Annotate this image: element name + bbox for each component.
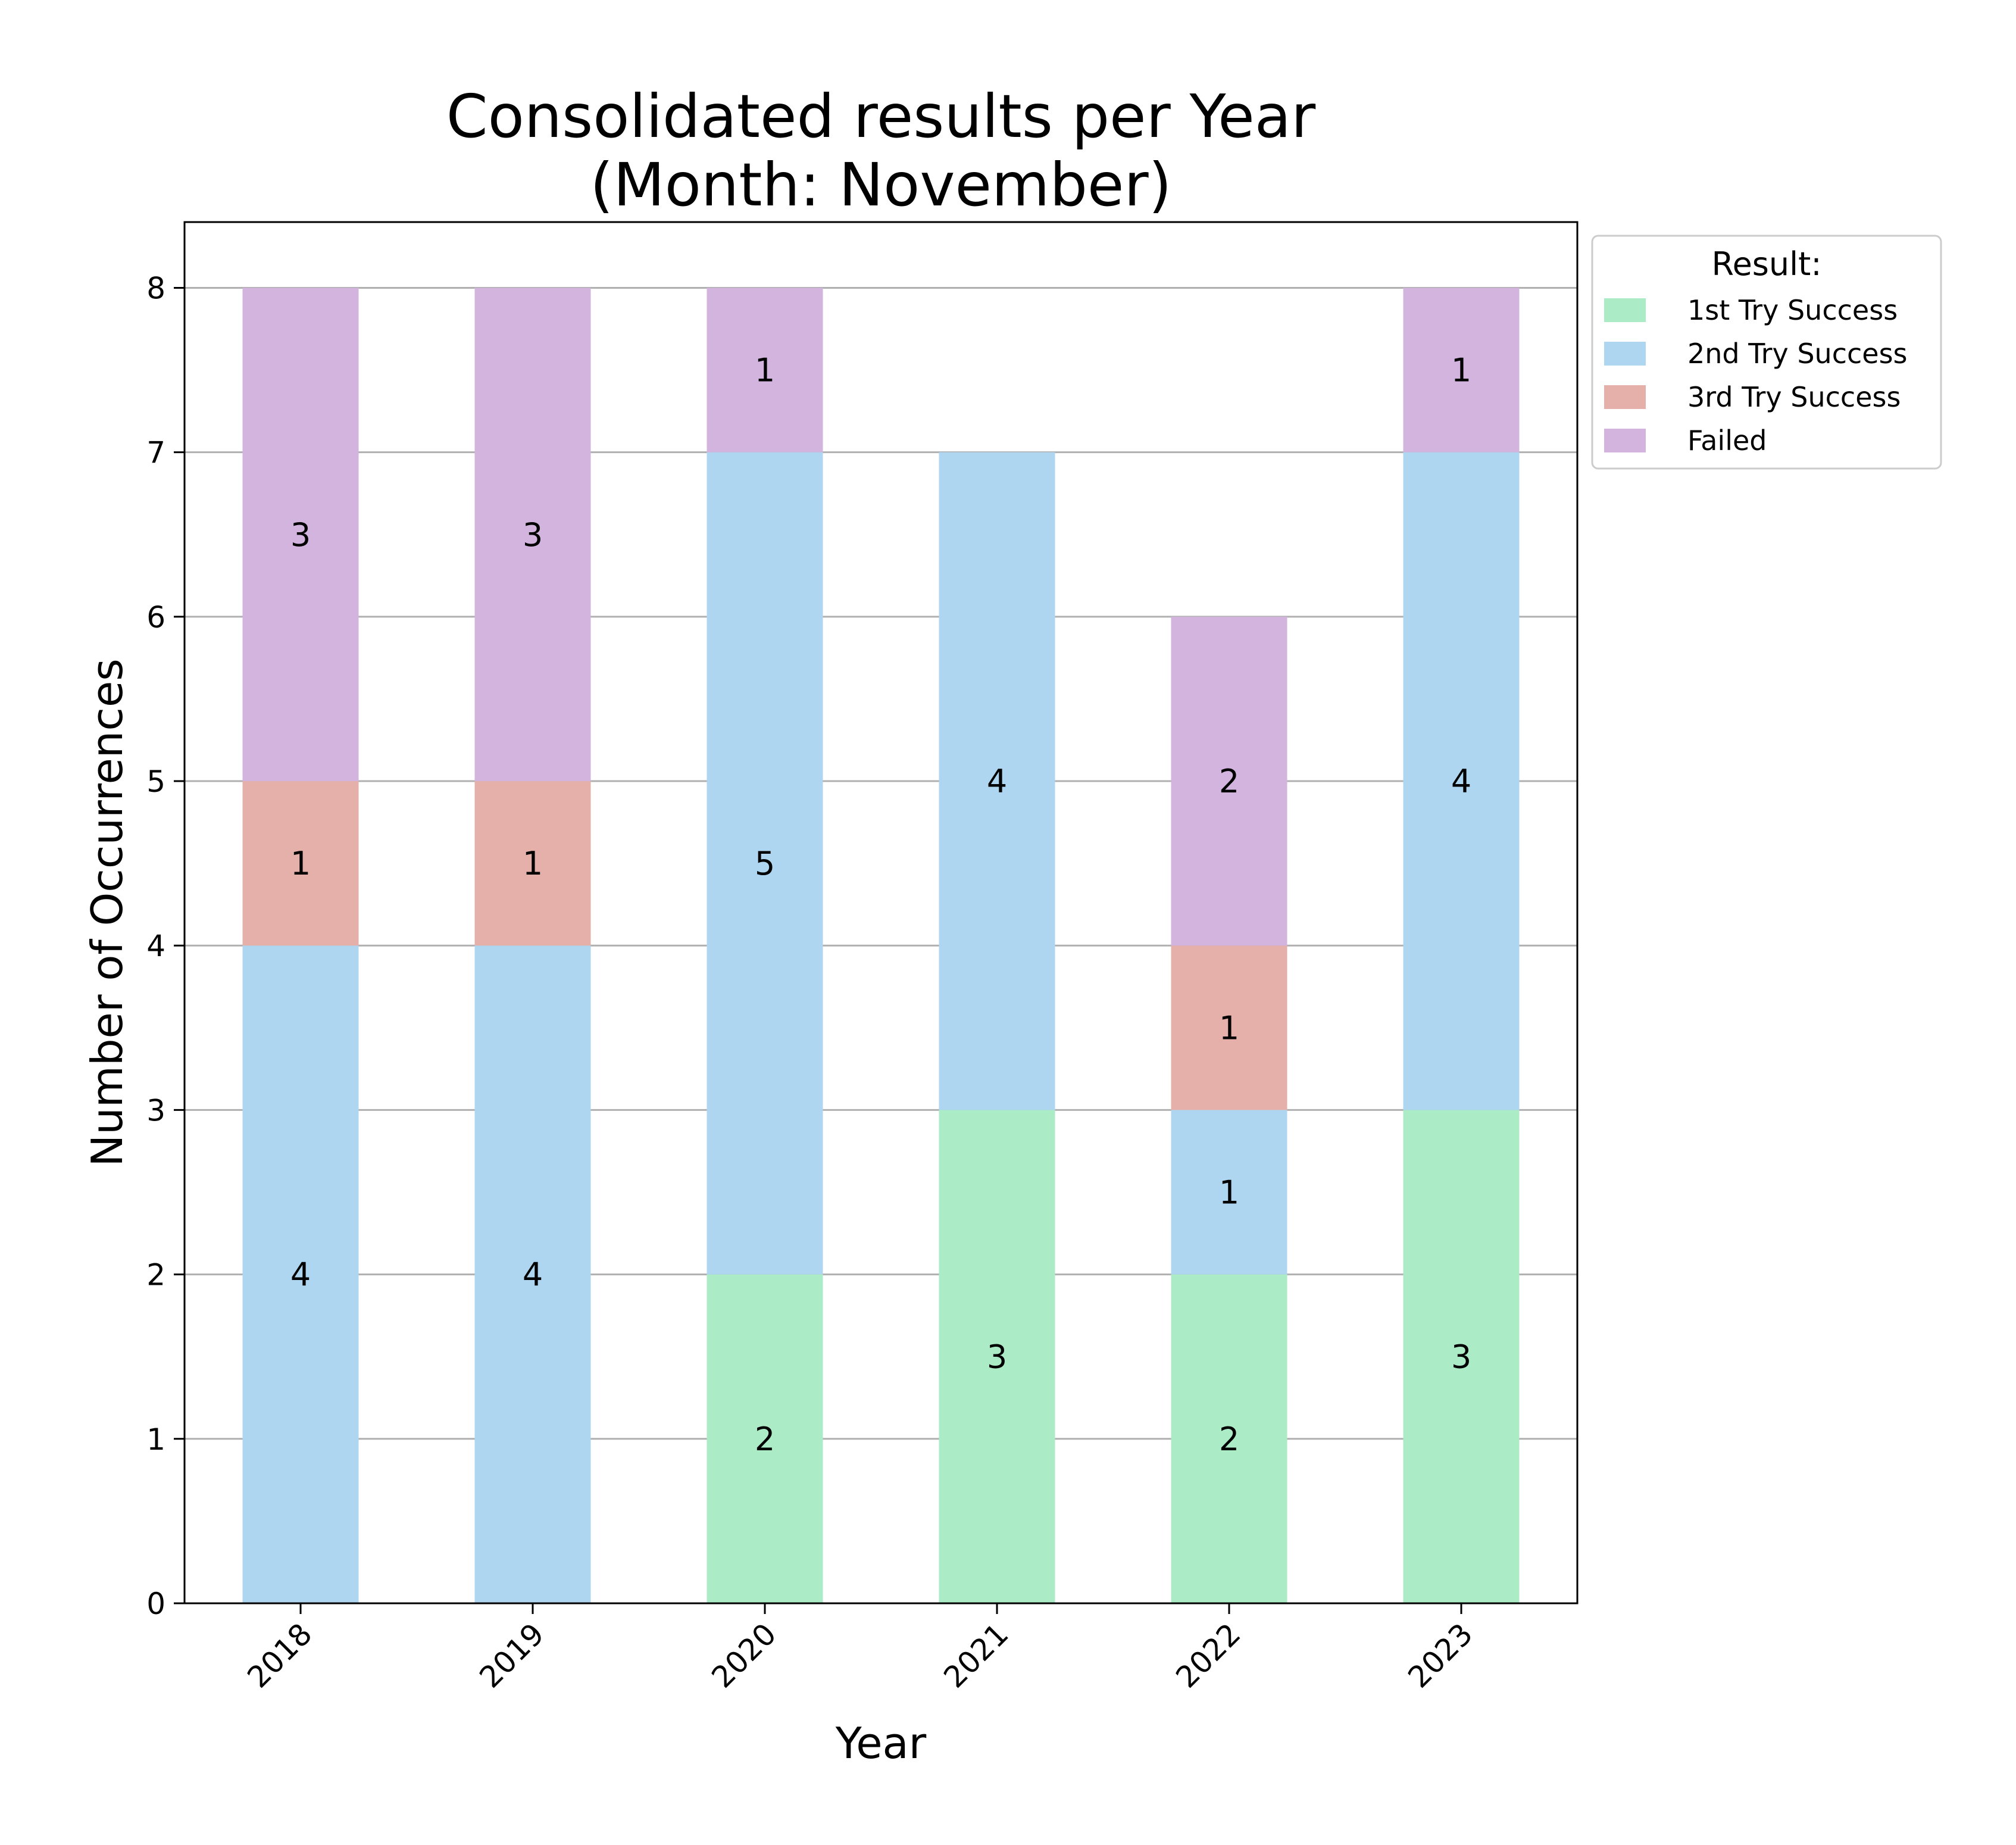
bar-value-label: 4: [987, 763, 1007, 800]
y-tick-label: 1: [146, 1422, 165, 1457]
y-tick-label: 2: [146, 1258, 165, 1293]
bar-value-label: 5: [755, 845, 775, 882]
bar-segment-failed-2023: [1403, 288, 1520, 452]
bar-segment-failed-2020: [707, 288, 823, 452]
legend-items: 1st Try Success 2nd Try Success 3rd Try Su…: [1604, 294, 1908, 457]
bar-segment-1st-try-success-2023: [1403, 1110, 1520, 1603]
data-labels: 4 1 3 4 1 3 2 5 1 3 4 2 1 1 2 3 4 1: [290, 352, 1471, 1458]
legend-entry-label: 2nd Try Success: [1687, 338, 1908, 370]
x-tick-label: 2023: [1401, 1616, 1479, 1694]
bar-segment-failed-2018: [242, 288, 359, 782]
y-axis-ticks: 0 1 2 3 4 5 6 7 8: [146, 271, 185, 1621]
bar-value-label: 1: [290, 845, 311, 882]
bar-value-label: 4: [290, 1256, 311, 1294]
bar-segment-2nd-try-success-2018: [242, 945, 359, 1603]
bar-value-label: 3: [987, 1338, 1007, 1376]
bar-segment-2nd-try-success-2022: [1171, 1110, 1287, 1275]
legend-entry-label: Failed: [1687, 424, 1767, 457]
x-tick-label: 2020: [705, 1616, 783, 1694]
bar-segment-2nd-try-success-2021: [939, 452, 1055, 1110]
bars: [242, 288, 1520, 1603]
bar-value-label: 1: [523, 845, 543, 882]
y-tick-label: 3: [146, 1093, 165, 1128]
x-tick-label: 2018: [240, 1616, 318, 1694]
bar-segment-1st-try-success-2022: [1171, 1274, 1287, 1603]
y-tick-label: 5: [146, 764, 165, 799]
bar-segment-failed-2022: [1171, 616, 1287, 946]
legend: Result: 1st Try Success 2nd Try Success 3r…: [1591, 235, 1942, 470]
y-tick-label: 0: [146, 1587, 165, 1621]
bar-value-label: 3: [1451, 1338, 1471, 1376]
legend-entry-label: 1st Try Success: [1687, 294, 1898, 326]
legend-swatch: [1604, 342, 1646, 366]
bar-value-label: 1: [1219, 1009, 1239, 1047]
bar-segment-failed-2019: [474, 288, 591, 782]
x-tick-label: 2019: [473, 1616, 551, 1694]
y-tick-label: 6: [146, 600, 165, 635]
bar-value-label: 2: [1219, 763, 1239, 800]
chart-title-line-1: Consolidated results per Year: [446, 82, 1316, 151]
y-axis-label: Number of Occurrences: [82, 658, 132, 1167]
chart-title-line-2: (Month: November): [590, 150, 1171, 220]
x-axis-ticks: 2018 2019 2020 2021 2022 2023: [240, 1603, 1479, 1694]
x-tick-label: 2022: [1169, 1616, 1247, 1694]
bar-value-label: 1: [755, 352, 775, 389]
y-tick-label: 8: [146, 271, 165, 305]
bar-segment-3rd-try-success-2018: [242, 781, 359, 946]
legend-swatch: [1604, 298, 1646, 322]
y-tick-label: 7: [146, 436, 165, 470]
bar-value-label: 3: [290, 516, 311, 554]
bar-value-label: 2: [755, 1421, 775, 1458]
legend-title: Result:: [1711, 245, 1821, 283]
bar-segment-3rd-try-success-2019: [474, 781, 591, 946]
bar-value-label: 3: [523, 516, 543, 554]
bar-segment-2nd-try-success-2023: [1403, 452, 1520, 1110]
bar-segment-1st-try-success-2020: [707, 1274, 823, 1603]
plot-frame: [183, 221, 1579, 1604]
grid-lines: [185, 286, 1577, 1604]
bar-segment-2nd-try-success-2020: [707, 452, 823, 1275]
bar-value-label: 1: [1451, 352, 1471, 389]
x-axis-label: Year: [835, 1718, 927, 1768]
bar-value-label: 4: [523, 1256, 543, 1294]
bar-segment-2nd-try-success-2019: [474, 945, 591, 1603]
legend-entry-label: 3rd Try Success: [1687, 381, 1901, 413]
bar-value-label: 4: [1451, 763, 1471, 800]
bar-segment-3rd-try-success-2022: [1171, 945, 1287, 1110]
x-tick-label: 2021: [937, 1616, 1015, 1694]
bar-value-label: 1: [1219, 1174, 1239, 1212]
legend-swatch: [1604, 429, 1646, 452]
legend-swatch: [1604, 385, 1646, 409]
legend-frame: [1591, 235, 1942, 470]
y-tick-label: 4: [146, 929, 165, 963]
bar-segment-1st-try-success-2021: [939, 1110, 1055, 1603]
bar-value-label: 2: [1219, 1421, 1239, 1458]
